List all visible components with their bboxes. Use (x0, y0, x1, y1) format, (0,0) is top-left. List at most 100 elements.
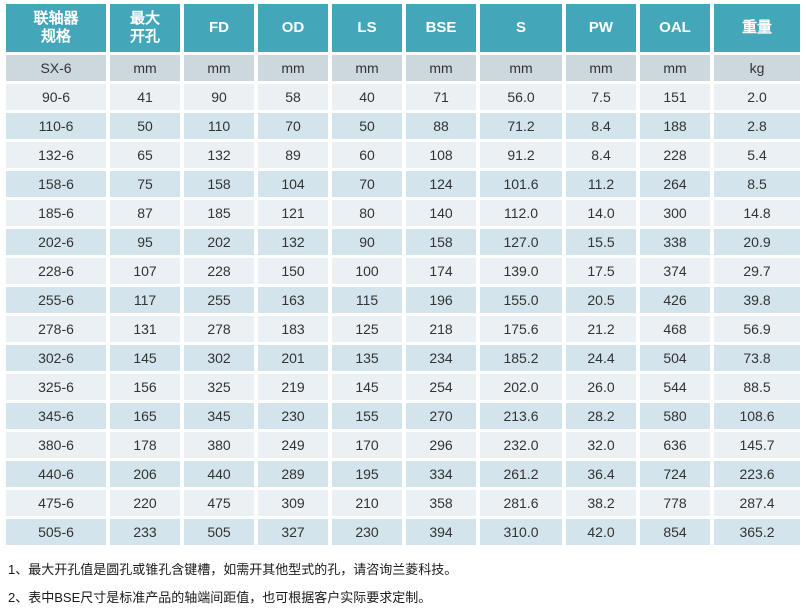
table-cell: 302-6 (6, 345, 106, 371)
table-cell: 145 (332, 374, 402, 400)
table-cell: 185 (184, 200, 254, 226)
table-cell: 278 (184, 316, 254, 342)
table-cell: 309 (258, 490, 328, 516)
table-row: 228-6 107 228 150 100 174 139.0 17.5 374 29.7 (6, 258, 800, 284)
table-cell: 50 (332, 113, 402, 139)
table-cell: 505 (184, 519, 254, 545)
table-cell: 380-6 (6, 432, 106, 458)
table-cell: 15.5 (566, 229, 636, 255)
table-cell: 158 (406, 229, 476, 255)
table-cell: 230 (258, 403, 328, 429)
table-cell: 56.9 (714, 316, 800, 342)
table-cell: 14.0 (566, 200, 636, 226)
table-cell: 88 (406, 113, 476, 139)
table-cell: 36.4 (566, 461, 636, 487)
table-cell: 32.0 (566, 432, 636, 458)
table-cell: 135 (332, 345, 402, 371)
table-cell: 505-6 (6, 519, 106, 545)
table-cell: 155.0 (480, 287, 562, 313)
table-cell: 264 (640, 171, 710, 197)
table-cell: mm (332, 55, 402, 81)
table-cell: 145.7 (714, 432, 800, 458)
table-cell: 20.9 (714, 229, 800, 255)
column-header: 联轴器 规格 (6, 4, 106, 52)
table-row: 158-6 75 158 104 70 124 101.6 11.2 264 8.5 (6, 171, 800, 197)
table-row: 278-6 131 278 183 125 218 175.6 21.2 468 56.9 (6, 316, 800, 342)
table-cell: 40 (332, 84, 402, 110)
table-cell: 26.0 (566, 374, 636, 400)
table-cell: 140 (406, 200, 476, 226)
column-header: OD (258, 4, 328, 52)
table-cell: 56.0 (480, 84, 562, 110)
table-cell: 150 (258, 258, 328, 284)
column-header: OAL (640, 4, 710, 52)
table-cell: 90 (332, 229, 402, 255)
column-header: S (480, 4, 562, 52)
table-cell: 60 (332, 142, 402, 168)
table-cell: 29.7 (714, 258, 800, 284)
table-cell: 2.0 (714, 84, 800, 110)
table-cell: 325-6 (6, 374, 106, 400)
table-cell: 163 (258, 287, 328, 313)
table-cell: 219 (258, 374, 328, 400)
table-cell: 228 (640, 142, 710, 168)
table-cell: 121 (258, 200, 328, 226)
table-cell: 89 (258, 142, 328, 168)
table-cell: 230 (332, 519, 402, 545)
table-row: 185-6 87 185 121 80 140 112.0 14.0 300 14.8 (6, 200, 800, 226)
table-cell: 261.2 (480, 461, 562, 487)
table-cell: 70 (332, 171, 402, 197)
table-cell: 358 (406, 490, 476, 516)
table-cell: 544 (640, 374, 710, 400)
table-cell: 115 (332, 287, 402, 313)
footnote-1: 1、最大开孔值是圆孔或锥孔含键槽，如需开其他型式的孔，请咨询兰菱科技。 (8, 562, 458, 577)
table-cell: 5.4 (714, 142, 800, 168)
table-cell: 188 (640, 113, 710, 139)
table-cell: 196 (406, 287, 476, 313)
table-cell: 724 (640, 461, 710, 487)
table-cell: 345-6 (6, 403, 106, 429)
table-cell: 75 (110, 171, 180, 197)
table-row: 90-6 41 90 58 40 71 56.0 7.5 151 2.0 (6, 84, 800, 110)
table-cell: 2.8 (714, 113, 800, 139)
table-cell: 778 (640, 490, 710, 516)
table-cell: 8.4 (566, 142, 636, 168)
table-row: 505-6 233 505 327 230 394 310.0 42.0 854 365.2 (6, 519, 800, 545)
table-cell: SX-6 (6, 55, 106, 81)
column-header: BSE (406, 4, 476, 52)
table-cell: 202 (184, 229, 254, 255)
table-cell: 206 (110, 461, 180, 487)
table-cell: 426 (640, 287, 710, 313)
table-cell: 28.2 (566, 403, 636, 429)
table-cell: 95 (110, 229, 180, 255)
table-cell: 58 (258, 84, 328, 110)
table-cell: 39.8 (714, 287, 800, 313)
table-cell: 110-6 (6, 113, 106, 139)
table-cell: 91.2 (480, 142, 562, 168)
units-row: SX-6 mm mm mm mm mm mm mm mm kg (6, 55, 800, 81)
table-cell: 104 (258, 171, 328, 197)
table-cell: 110 (184, 113, 254, 139)
table-cell: 254 (406, 374, 476, 400)
table-cell: mm (258, 55, 328, 81)
table-cell: 202-6 (6, 229, 106, 255)
table-cell: 440-6 (6, 461, 106, 487)
table-cell: 112.0 (480, 200, 562, 226)
table-cell: 132 (184, 142, 254, 168)
table-cell: 132-6 (6, 142, 106, 168)
table-cell: 234 (406, 345, 476, 371)
header-row: 联轴器 规格 最大 开孔 FD OD LS BSE S PW OAL 重量 (6, 4, 800, 52)
table-cell: 175.6 (480, 316, 562, 342)
table-cell: 185-6 (6, 200, 106, 226)
table-row: 325-6 156 325 219 145 254 202.0 26.0 544 88.5 (6, 374, 800, 400)
table-cell: 8.5 (714, 171, 800, 197)
table-cell: 170 (332, 432, 402, 458)
table-cell: 281.6 (480, 490, 562, 516)
table-cell: 90 (184, 84, 254, 110)
table-cell: 178 (110, 432, 180, 458)
table-cell: 334 (406, 461, 476, 487)
table-cell: 7.5 (566, 84, 636, 110)
table-cell: 289 (258, 461, 328, 487)
table-cell: 475-6 (6, 490, 106, 516)
